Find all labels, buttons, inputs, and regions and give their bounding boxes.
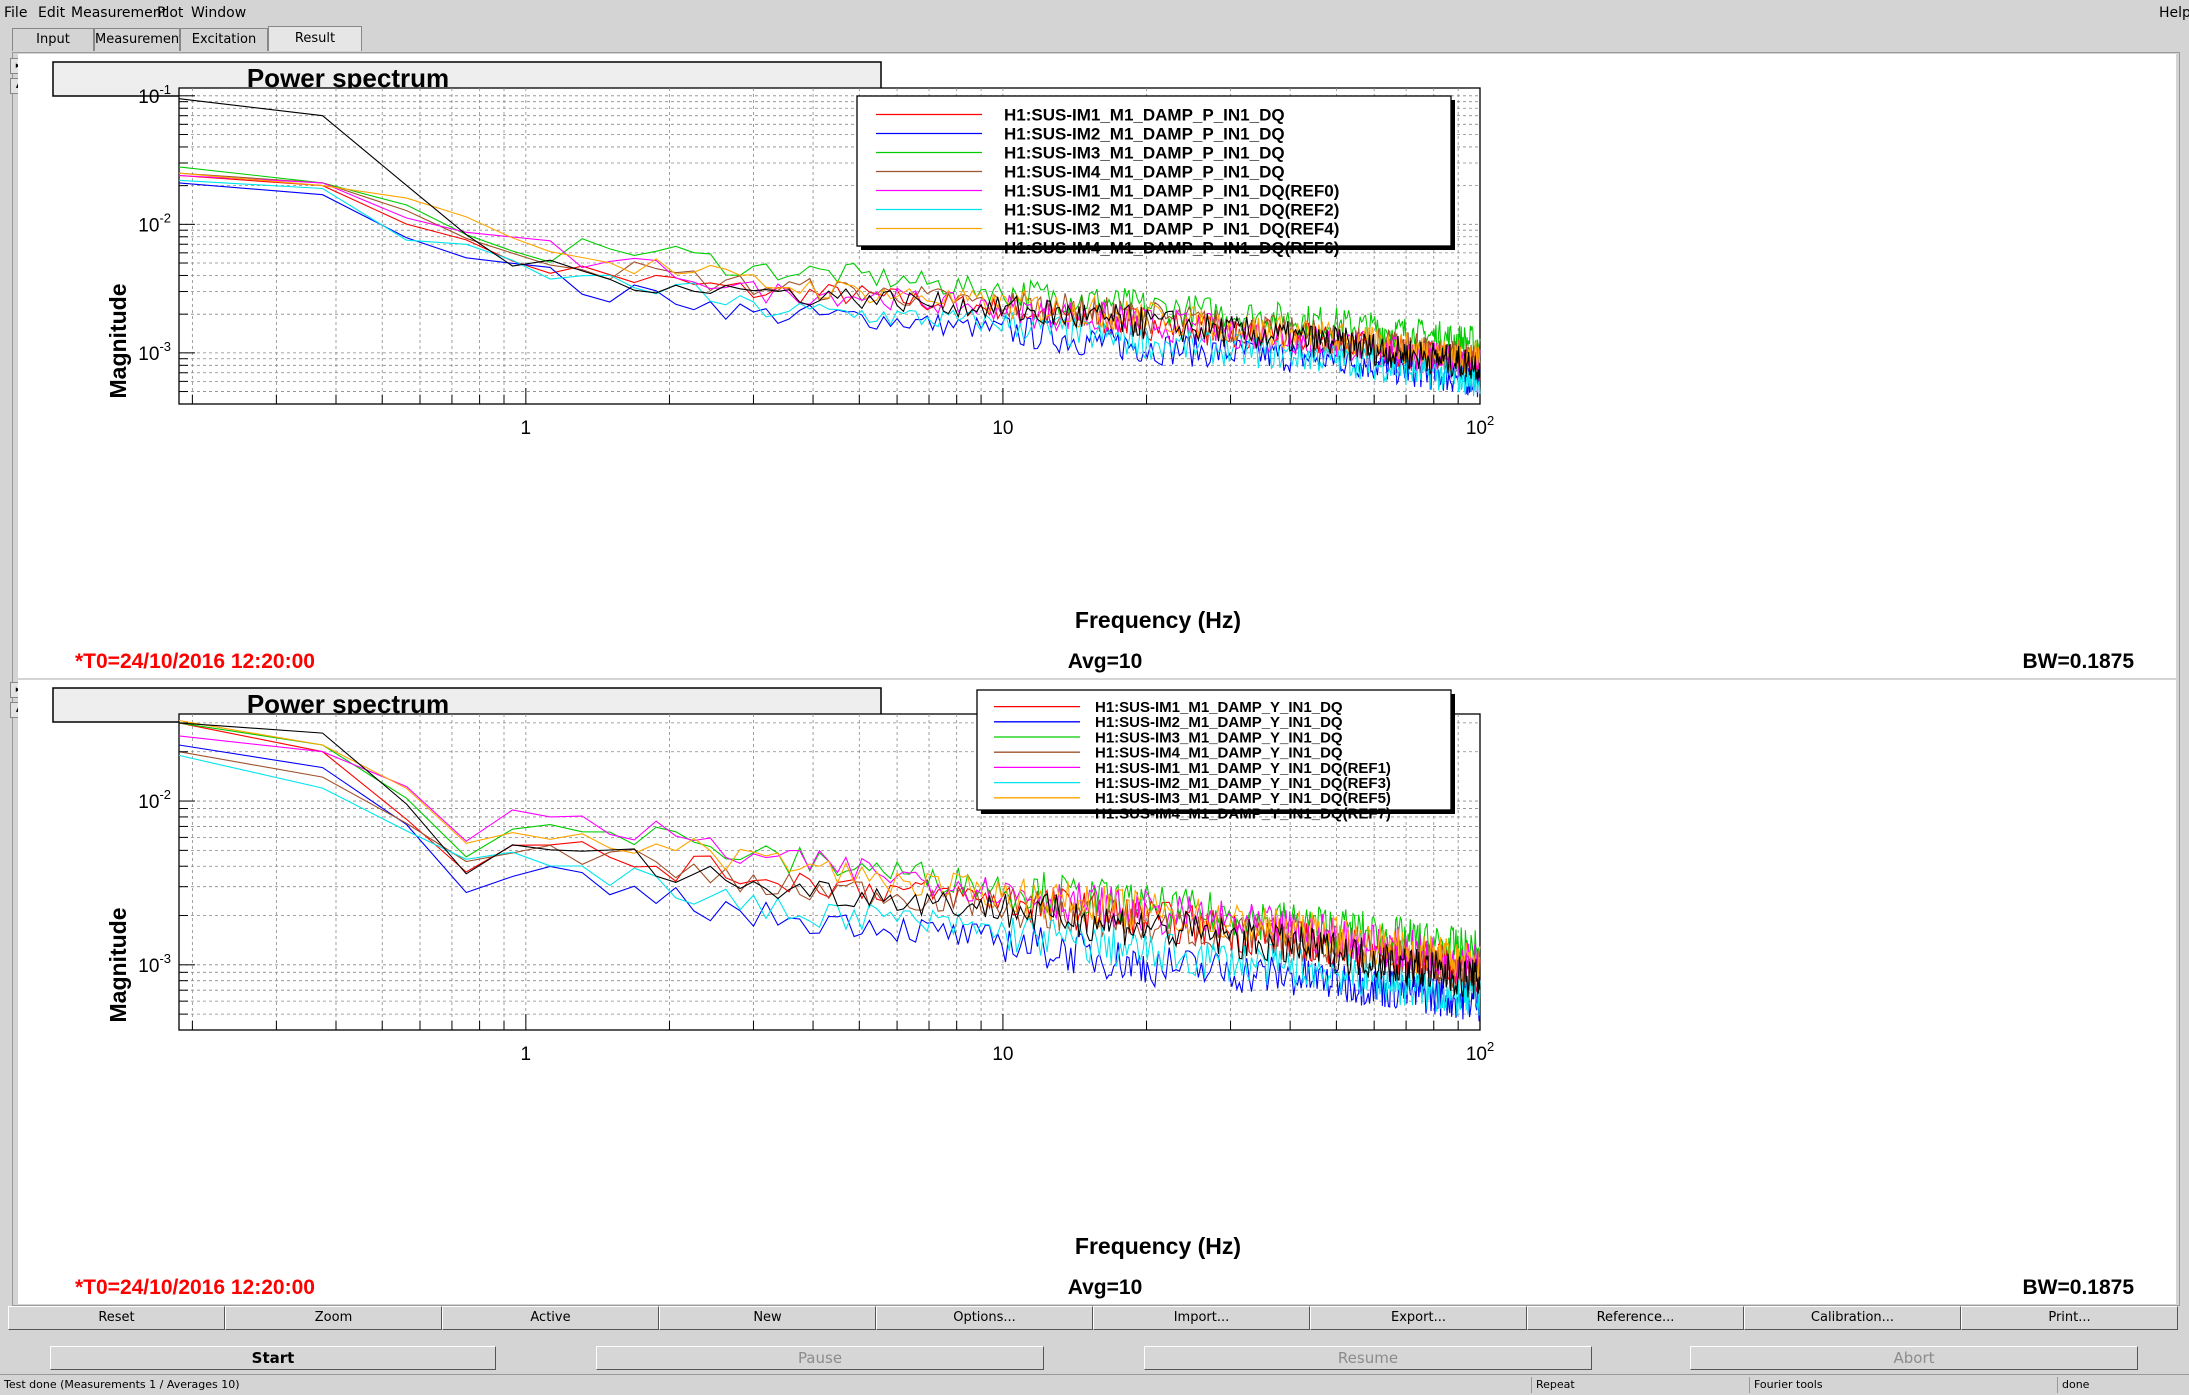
active-button[interactable]: Active xyxy=(442,1306,659,1330)
y-tick-label: 10-2 xyxy=(138,210,171,236)
legend-entry: H1:SUS-IM1_M1_DAMP_Y_IN1_DQ xyxy=(1095,699,1343,716)
export-button[interactable]: Export... xyxy=(1310,1306,1527,1330)
zoom-button[interactable]: Zoom xyxy=(225,1306,442,1330)
tab-measurement[interactable]: Measurement xyxy=(94,28,184,51)
legend: H1:SUS-IM1_M1_DAMP_P_IN1_DQH1:SUS-IM2_M1… xyxy=(856,95,1455,258)
legend-entry: H1:SUS-IM2_M1_DAMP_Y_IN1_DQ xyxy=(1095,714,1343,731)
legend-box xyxy=(976,689,1452,811)
series-line-orange xyxy=(178,720,1481,982)
menu-edit[interactable]: Edit xyxy=(38,5,66,21)
menu-measurement[interactable]: Measurement xyxy=(71,5,168,21)
status-tools: Fourier tools xyxy=(1749,1377,2056,1393)
bw-label: BW=0.1875 xyxy=(2023,650,2135,673)
series-line-brown xyxy=(178,751,1481,993)
menu-file[interactable]: File xyxy=(4,5,28,21)
series-line-cyan xyxy=(178,179,1481,397)
legend-entry: H1:SUS-IM3_M1_DAMP_P_IN1_DQ xyxy=(1004,144,1285,163)
menu-help[interactable]: Help xyxy=(2159,5,2189,21)
pause-button[interactable]: Pause xyxy=(596,1346,1044,1370)
menu-window[interactable]: Window xyxy=(191,5,247,21)
status-bar: Test done (Measurements 1 / Averages 10)… xyxy=(0,1374,2189,1395)
print-button[interactable]: Print... xyxy=(1961,1306,2178,1330)
reference-button[interactable]: Reference... xyxy=(1527,1306,1744,1330)
result-area xyxy=(12,52,2180,1306)
resume-button[interactable]: Resume xyxy=(1144,1346,1592,1370)
status-repeat: Repeat xyxy=(1531,1377,1748,1393)
plot-button-row: Reset Zoom Active New Options... Import.… xyxy=(8,1306,2181,1330)
start-button[interactable]: Start xyxy=(50,1346,496,1370)
legend-entry: H1:SUS-IM4_M1_DAMP_Y_IN1_DQ(REF7) xyxy=(1095,805,1391,822)
tab-excitation[interactable]: Excitation xyxy=(180,28,268,51)
legend-entry: H1:SUS-IM2_M1_DAMP_P_IN1_DQ(REF2) xyxy=(1004,201,1339,220)
calibration-button[interactable]: Calibration... xyxy=(1744,1306,1961,1330)
legend-entry: H1:SUS-IM3_M1_DAMP_P_IN1_DQ(REF4) xyxy=(1004,220,1339,239)
x-tick-label: 102 xyxy=(1466,1039,1494,1065)
avg-label: Avg=10 xyxy=(1068,1276,1143,1299)
legend: H1:SUS-IM1_M1_DAMP_Y_IN1_DQH1:SUS-IM2_M1… xyxy=(976,689,1455,822)
legend-entry: H1:SUS-IM1_M1_DAMP_Y_IN1_DQ(REF1) xyxy=(1095,760,1391,777)
y-tick-label: 10-3 xyxy=(138,951,171,977)
series-line-black xyxy=(178,98,1481,381)
x-tick-label: 1 xyxy=(521,418,532,439)
x-tick-label: 102 xyxy=(1466,413,1494,439)
x-tick-label: 10 xyxy=(992,418,1013,439)
legend-entry: H1:SUS-IM3_M1_DAMP_Y_IN1_DQ xyxy=(1095,729,1343,746)
status-state: done xyxy=(2057,1377,2188,1393)
t0-label: *T0=24/10/2016 12:20:00 xyxy=(75,650,315,673)
tab-input[interactable]: Input xyxy=(12,28,94,51)
legend-entry: H1:SUS-IM1_M1_DAMP_P_IN1_DQ xyxy=(1004,106,1285,125)
reset-button[interactable]: Reset xyxy=(8,1306,225,1330)
bw-label: BW=0.1875 xyxy=(2023,1276,2135,1299)
status-message: Test done (Measurements 1 / Averages 10) xyxy=(4,1378,240,1391)
x-tick-label: 1 xyxy=(521,1044,532,1065)
menu-bar: File Edit Measurement Plot Window Help xyxy=(0,0,2189,26)
y-tick-label: 10-2 xyxy=(138,787,171,813)
series-line-black xyxy=(178,722,1481,1000)
legend-entry: H1:SUS-IM1_M1_DAMP_P_IN1_DQ(REF0) xyxy=(1004,182,1339,201)
menu-plot[interactable]: Plot xyxy=(157,5,184,21)
tab-result[interactable]: Result xyxy=(268,26,362,51)
x-axis-label: Frequency (Hz) xyxy=(1075,607,1241,633)
avg-label: Avg=10 xyxy=(1068,650,1143,673)
options-button[interactable]: Options... xyxy=(876,1306,1093,1330)
import-button[interactable]: Import... xyxy=(1093,1306,1310,1330)
y-tick-label: 10-3 xyxy=(138,339,171,365)
y-axis-label: Magnitude xyxy=(105,908,131,1023)
legend-entry: H1:SUS-IM4_M1_DAMP_P_IN1_DQ xyxy=(1004,163,1285,182)
abort-button[interactable]: Abort xyxy=(1690,1346,2138,1370)
x-tick-label: 10 xyxy=(992,1044,1013,1065)
t0-label: *T0=24/10/2016 12:20:00 xyxy=(75,1276,315,1299)
legend-entry: H1:SUS-IM2_M1_DAMP_Y_IN1_DQ(REF3) xyxy=(1095,775,1391,792)
plot-pad-2[interactable]: Power spectrum 1 10 102 10-3 10-2 Magnitude … xyxy=(18,680,2176,1304)
legend-entry: H1:SUS-IM3_M1_DAMP_Y_IN1_DQ(REF5) xyxy=(1095,790,1391,807)
series-line-magenta xyxy=(178,735,1481,985)
series-line-cyan xyxy=(178,754,1481,1017)
tab-bar: Input Measurement Excitation Result xyxy=(0,26,2189,52)
x-axis-label: Frequency (Hz) xyxy=(1075,1233,1241,1259)
legend-entry: H1:SUS-IM2_M1_DAMP_P_IN1_DQ xyxy=(1004,125,1285,144)
y-axis-label: Magnitude xyxy=(105,284,131,399)
plot-pad-1[interactable]: Power spectrum 1 10 102 10-3 10-2 10-1 Magnit… xyxy=(18,54,2176,678)
series-line-blue xyxy=(178,744,1481,1022)
legend-entry: H1:SUS-IM4_M1_DAMP_Y_IN1_DQ xyxy=(1095,745,1343,762)
new-button[interactable]: New xyxy=(659,1306,876,1330)
legend-entry: H1:SUS-IM4_M1_DAMP_P_IN1_DQ(REF6) xyxy=(1004,239,1339,258)
y-tick-label: 10-1 xyxy=(138,82,171,108)
